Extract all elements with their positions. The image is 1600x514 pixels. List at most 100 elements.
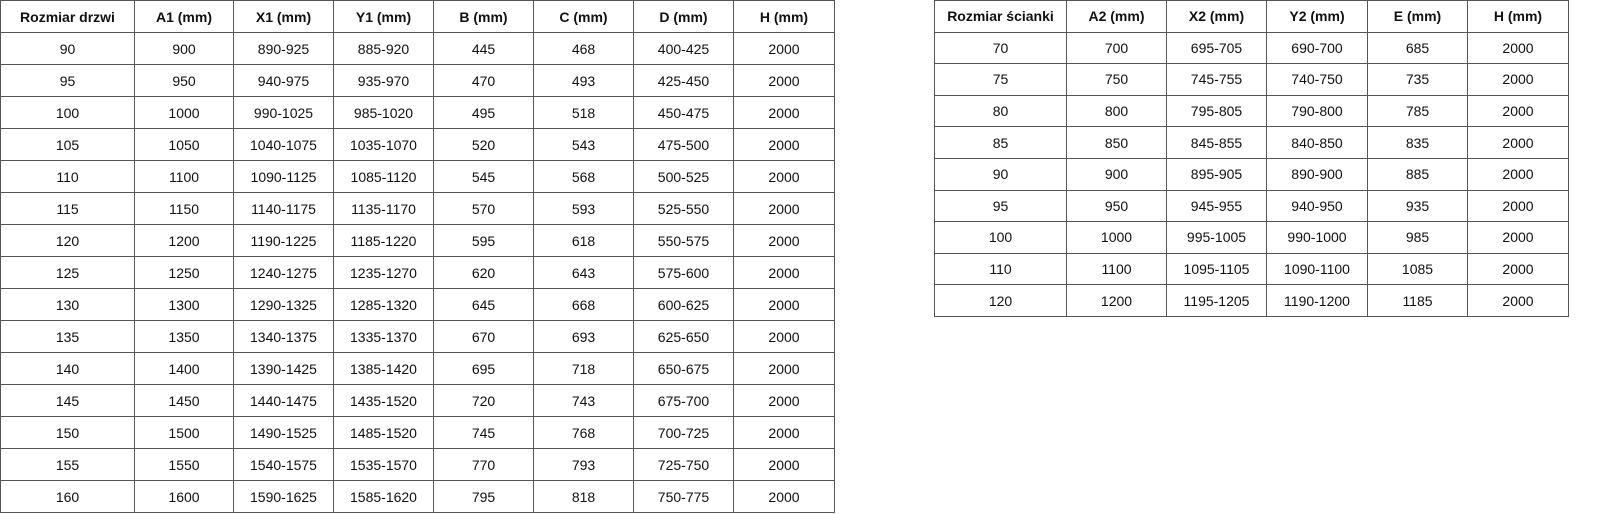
table-cell: 1450 bbox=[134, 384, 234, 417]
table-cell: 690-700 bbox=[1266, 31, 1368, 65]
table-cell: 745-755 bbox=[1166, 63, 1267, 96]
table-cell: 120 bbox=[934, 284, 1067, 317]
table-cell: 2000 bbox=[733, 192, 835, 225]
table-row: 70 700 695-705 690-700 685 2000 bbox=[934, 31, 1569, 65]
table-cell: 950 bbox=[134, 64, 234, 97]
table-cell: 1095-1105 bbox=[1166, 252, 1267, 286]
table-cell: 750-775 bbox=[633, 480, 734, 513]
table-cell: 2000 bbox=[733, 352, 835, 385]
table-cell: 90 bbox=[934, 157, 1067, 191]
table-cell: 160 bbox=[0, 480, 135, 513]
table-cell: 900 bbox=[1066, 157, 1167, 191]
table-cell: 95 bbox=[934, 189, 1067, 223]
table-cell: 475-500 bbox=[633, 128, 734, 161]
table-row: 80 800 795-805 790-800 785 2000 bbox=[934, 94, 1569, 128]
table-cell: 2000 bbox=[733, 128, 835, 161]
table-cell: 1340-1375 bbox=[233, 320, 334, 353]
table-cell: 2000 bbox=[1467, 126, 1569, 159]
table-cell: 595 bbox=[433, 224, 534, 257]
table-cell: 770 bbox=[433, 448, 534, 481]
table-cell: 720 bbox=[433, 384, 534, 417]
table-cell: 2000 bbox=[733, 480, 835, 513]
table-cell: 518 bbox=[533, 96, 634, 129]
wall-dimensions-table: Rozmiar ścianki A2 (mm) X2 (mm) Y2 (mm) E (m… bbox=[934, 0, 1569, 317]
table-row: 130 1300 1290-1325 1285-1320 645 668 600-625 20… bbox=[0, 288, 835, 321]
table-cell: 1085 bbox=[1367, 252, 1468, 286]
table-cell: 1485-1520 bbox=[333, 416, 434, 449]
table-cell: 935-970 bbox=[333, 64, 434, 97]
table-row: 110 1100 1095-1105 1090-1100 1085 2000 bbox=[934, 252, 1569, 286]
column-header: X1 (mm) bbox=[233, 0, 334, 33]
table-cell: 1200 bbox=[134, 224, 234, 257]
table-cell: 1535-1570 bbox=[333, 448, 434, 481]
table-cell: 618 bbox=[533, 224, 634, 257]
table-cell: 80 bbox=[934, 94, 1067, 128]
table-cell: 140 bbox=[0, 352, 135, 385]
table-cell: 1090-1125 bbox=[233, 160, 334, 193]
column-header: H (mm) bbox=[1467, 0, 1569, 33]
table-cell: 145 bbox=[0, 384, 135, 417]
table-row: 90 900 890-925 885-920 445 468 400-425 2000 bbox=[0, 32, 835, 65]
table-cell: 1140-1175 bbox=[233, 192, 334, 225]
table-cell: 650-675 bbox=[633, 352, 734, 385]
table-cell: 1000 bbox=[1066, 221, 1167, 254]
table-cell: 985 bbox=[1367, 221, 1468, 254]
table-cell: 790-800 bbox=[1266, 94, 1368, 128]
table-cell: 2000 bbox=[1467, 157, 1569, 191]
table-cell: 990-1025 bbox=[233, 96, 334, 129]
table-cell: 2000 bbox=[733, 416, 835, 449]
table-cell: 1050 bbox=[134, 128, 234, 161]
table-cell: 2000 bbox=[733, 384, 835, 417]
table-cell: 2000 bbox=[1467, 189, 1569, 223]
table-cell: 2000 bbox=[733, 160, 835, 193]
table-cell: 1335-1370 bbox=[333, 320, 434, 353]
table-cell: 468 bbox=[533, 32, 634, 65]
table-cell: 1590-1625 bbox=[233, 480, 334, 513]
table-cell: 700 bbox=[1066, 31, 1167, 65]
table-cell: 1435-1520 bbox=[333, 384, 434, 417]
table-cell: 575-600 bbox=[633, 256, 734, 289]
table-cell: 795-805 bbox=[1166, 94, 1267, 128]
table-cell: 545 bbox=[433, 160, 534, 193]
table-cell: 1390-1425 bbox=[233, 352, 334, 385]
table-cell: 1285-1320 bbox=[333, 288, 434, 321]
table-cell: 115 bbox=[0, 192, 135, 225]
table-cell: 885-920 bbox=[333, 32, 434, 65]
table-row: 120 1200 1190-1225 1185-1220 595 618 550-575 20… bbox=[0, 224, 835, 257]
table-cell: 2000 bbox=[1467, 284, 1569, 317]
table-cell: 1350 bbox=[134, 320, 234, 353]
table-cell: 2000 bbox=[1467, 94, 1569, 128]
table-cell: 795 bbox=[433, 480, 534, 513]
table-row: 110 1100 1090-1125 1085-1120 545 568 500-525 20… bbox=[0, 160, 835, 193]
table-cell: 425-450 bbox=[633, 64, 734, 97]
table-cell: 1185-1220 bbox=[333, 224, 434, 257]
table-row: 95 950 940-975 935-970 470 493 425-450 2000 bbox=[0, 64, 835, 97]
table-row: 160 1600 1590-1625 1585-1620 795 818 750-775 20… bbox=[0, 480, 835, 513]
table-cell: 1400 bbox=[134, 352, 234, 385]
table-cell: 890-925 bbox=[233, 32, 334, 65]
table-cell: 1040-1075 bbox=[233, 128, 334, 161]
column-header: Y1 (mm) bbox=[333, 0, 434, 33]
table-cell: 885 bbox=[1367, 157, 1468, 191]
table-cell: 85 bbox=[934, 126, 1067, 159]
column-header: A2 (mm) bbox=[1066, 0, 1167, 33]
table-row: 90 900 895-905 890-900 885 2000 bbox=[934, 157, 1569, 191]
table-cell: 1240-1275 bbox=[233, 256, 334, 289]
table-cell: 2000 bbox=[733, 64, 835, 97]
table-cell: 525-550 bbox=[633, 192, 734, 225]
table-cell: 940-950 bbox=[1266, 189, 1368, 223]
table-cell: 125 bbox=[0, 256, 135, 289]
table-row: 100 1000 995-1005 990-1000 985 2000 bbox=[934, 221, 1569, 254]
table-cell: 1035-1070 bbox=[333, 128, 434, 161]
table-cell: 950 bbox=[1066, 189, 1167, 223]
table-cell: 895-905 bbox=[1166, 157, 1267, 191]
table-cell: 500-525 bbox=[633, 160, 734, 193]
table-cell: 840-850 bbox=[1266, 126, 1368, 159]
table-cell: 1550 bbox=[134, 448, 234, 481]
table-cell: 1100 bbox=[1066, 252, 1167, 286]
table-cell: 135 bbox=[0, 320, 135, 353]
column-header: Y2 (mm) bbox=[1266, 0, 1368, 33]
table-cell: 70 bbox=[934, 31, 1067, 65]
table-cell: 1500 bbox=[134, 416, 234, 449]
table-row: 105 1050 1040-1075 1035-1070 520 543 475-500 20… bbox=[0, 128, 835, 161]
